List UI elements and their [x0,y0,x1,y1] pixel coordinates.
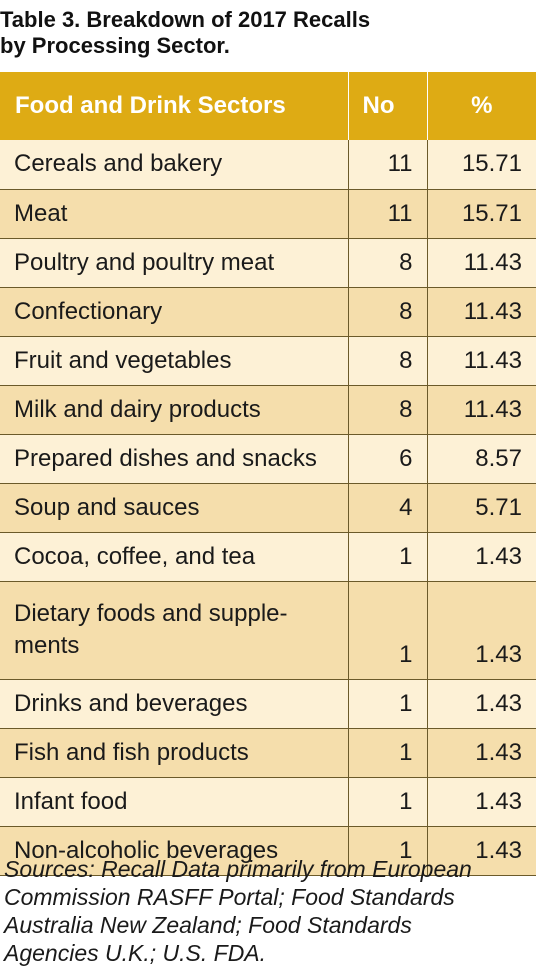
sector-cell: Infant food [0,776,349,826]
table-row: Drinks and beverages 1 1.43 [0,678,536,728]
sector-cell-line-1: Dietary foods and supple- [14,600,288,627]
percent-cell: 1.43 [427,678,536,728]
count-cell: 1 [348,678,428,728]
header-no: No [347,72,428,140]
table-title: Table 3. Breakdown of 2017 Recalls by Pr… [0,7,530,59]
sector-cell: Fish and fish products [0,727,349,777]
percent-cell: 1.43 [427,776,536,826]
table-title-line-1: Table 3. Breakdown of 2017 Recalls [0,7,371,32]
sector-cell: Non-alcoholic beverages [0,825,349,876]
percent-cell: 11.43 [427,237,536,287]
recalls-table: Food and Drink Sectors No % Cereals and … [0,72,536,876]
table-row: Cocoa, coffee, and tea 1 1.43 [0,531,536,581]
sector-cell: Drinks and beverages [0,678,349,728]
sector-cell-line-2: ments [14,632,80,659]
table-row: Confectionary 8 11.43 [0,286,536,336]
sector-cell: Cereals and bakery [0,140,349,189]
sector-cell: Prepared dishes and snacks [0,433,349,483]
table-row: Infant food 1 1.43 [0,776,536,826]
header-percent: % [426,72,536,140]
count-cell: 6 [348,433,428,483]
sector-cell: Soup and sauces [0,482,349,532]
percent-cell: 5.71 [427,482,536,532]
count-cell: 1 [348,727,428,777]
count-cell: 1 [348,776,428,826]
count-cell: 4 [348,482,428,532]
header-sector: Food and Drink Sectors [0,72,349,140]
table-row: Prepared dishes and snacks 6 8.57 [0,433,536,483]
sources-line-1: Sources: Recall Data primarily from Euro… [4,856,472,882]
count-cell: 1 [348,531,428,581]
sector-cell: Fruit and vegetables [0,335,349,385]
percent-cell: 15.71 [427,188,536,238]
percent-cell: 1.43 [427,825,536,876]
table-row: Cereals and bakery 11 15.71 [0,140,536,189]
sector-cell: Dietary foods and supple- ments [0,580,349,679]
percent-cell: 15.71 [427,140,536,189]
sector-cell: Confectionary [0,286,349,336]
sector-cell: Poultry and poultry meat [0,237,349,287]
percent-cell: 1.43 [427,580,536,679]
table-row: Fish and fish products 1 1.43 [0,727,536,777]
sources-line-4: Agencies U.K.; U.S. FDA. [4,940,267,966]
table-row: Non-alcoholic beverages 1 1.43 [0,825,536,876]
table-row: Fruit and vegetables 8 11.43 [0,335,536,385]
table-header: Food and Drink Sectors No % [0,72,536,140]
count-cell: 1 [348,825,428,876]
sector-cell: Cocoa, coffee, and tea [0,531,349,581]
header-row: Food and Drink Sectors No % [0,72,536,140]
table-row: Soup and sauces 4 5.71 [0,482,536,532]
count-cell: 11 [348,188,428,238]
table-title-line-2: by Processing Sector. [0,33,230,58]
count-cell: 8 [348,286,428,336]
percent-cell: 11.43 [427,286,536,336]
percent-cell: 11.43 [427,384,536,434]
percent-cell: 1.43 [427,531,536,581]
sector-cell: Milk and dairy products [0,384,349,434]
table-row: Dietary foods and supple- ments 1 1.43 [0,580,536,679]
count-cell: 8 [348,335,428,385]
sources-note: Sources: Recall Data primarily from Euro… [4,855,534,967]
percent-cell: 1.43 [427,727,536,777]
count-cell: 8 [348,384,428,434]
percent-cell: 8.57 [427,433,536,483]
sector-cell: Meat [0,188,349,238]
percent-cell: 11.43 [427,335,536,385]
count-cell: 1 [348,580,428,679]
table-body: Cereals and bakery 11 15.71 Meat 11 15.7… [0,140,536,876]
table-row: Meat 11 15.71 [0,188,536,238]
sources-line-3: Australia New Zealand; Food Standards [4,912,412,938]
table-row: Poultry and poultry meat 8 11.43 [0,237,536,287]
table-row: Milk and dairy products 8 11.43 [0,384,536,434]
sources-line-2: Commission RASFF Portal; Food Standards [4,884,455,910]
count-cell: 11 [348,140,428,189]
count-cell: 8 [348,237,428,287]
